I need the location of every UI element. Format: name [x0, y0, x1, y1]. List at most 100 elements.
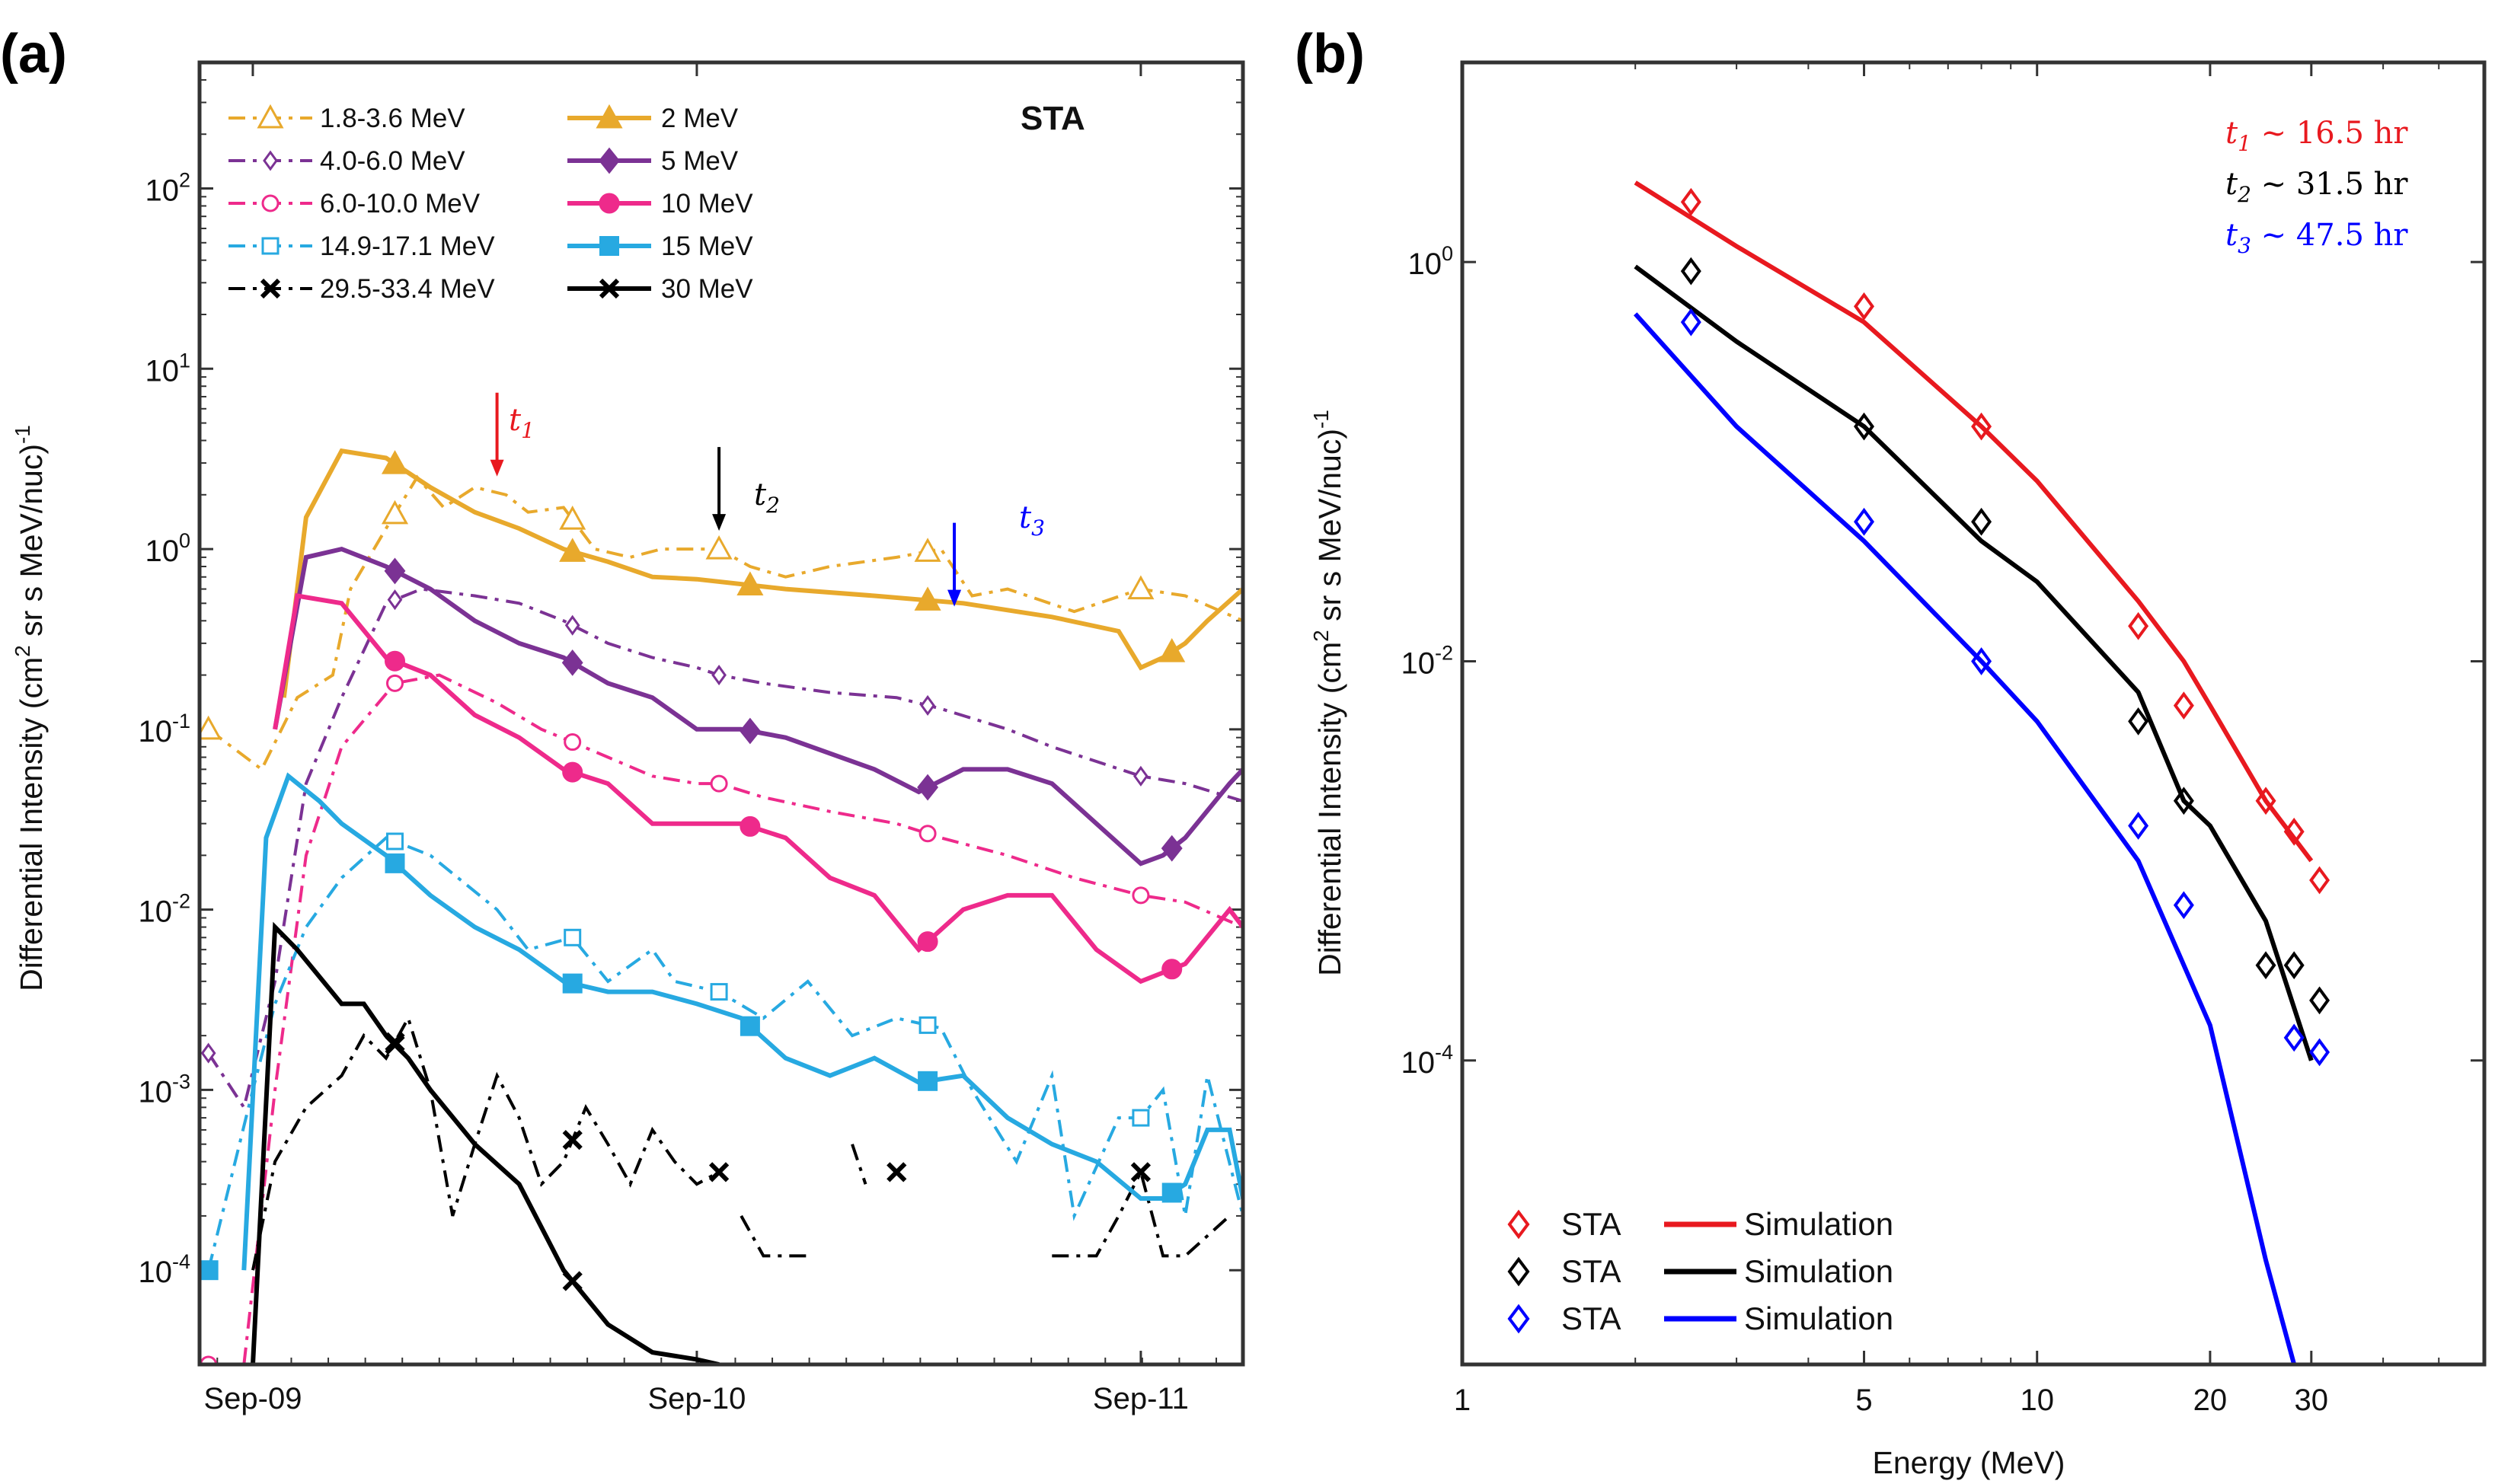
legend-marker-simulation	[599, 236, 619, 256]
simulation-line	[241, 772, 1243, 1271]
y-tick-label: 10-2	[138, 890, 190, 929]
observed-marker	[386, 832, 404, 851]
legend-label-simulation: 5 MeV	[661, 146, 739, 176]
x-tick-label: 30	[2295, 1383, 2329, 1417]
legend-marker-label: STA	[1561, 1253, 1621, 1289]
observed-marker	[386, 674, 404, 692]
panel-b-legend: STA Simulation STA Simulation STA Simula…	[1507, 1206, 1893, 1336]
legend-row-3: STA Simulation	[1507, 1300, 1893, 1336]
x-tick-label: 1	[1454, 1383, 1471, 1417]
legend-marker-red	[1507, 1209, 1530, 1240]
legend-marker-observed	[257, 104, 284, 129]
observed-marker	[1133, 765, 1148, 787]
simulation-marker	[381, 450, 409, 474]
simulation-line	[251, 921, 720, 1364]
legend-line-label: Simulation	[1744, 1300, 1893, 1336]
simulation-marker	[562, 973, 583, 994]
observed-line	[206, 836, 1243, 1271]
observation-marker	[2173, 891, 2194, 920]
simulation-marker	[384, 557, 406, 585]
panel-a-legend: 1.8-3.6 MeV 2 MeV 4.0-6.0 MeV 5 MeV 6.0-10.0…	[228, 104, 753, 304]
simulation-marker	[917, 774, 939, 801]
legend-marker-simulation	[599, 147, 620, 174]
legend-line-label: Simulation	[1744, 1253, 1893, 1289]
observation-marker	[2173, 691, 2194, 720]
legend-label-observed: 14.9-17.1 MeV	[320, 231, 495, 261]
observed-marker	[1130, 1162, 1152, 1182]
x-tick-label: 20	[2193, 1383, 2228, 1417]
observed-marker	[708, 1162, 730, 1182]
observation-marker	[2309, 986, 2330, 1015]
observed-marker	[564, 614, 580, 636]
panel-a-inset-label: STA	[1021, 100, 1085, 137]
y-tick-label: 10-4	[138, 1250, 190, 1289]
simulation-marker	[918, 1071, 938, 1091]
simulation-marker	[1161, 1182, 1182, 1203]
simulation-marker	[561, 649, 583, 676]
simulation-marker	[385, 650, 406, 672]
legend-marker-simulation	[599, 278, 620, 299]
time-label-t3: t3 ~ 47.5 hr	[2225, 218, 2408, 258]
simulation-marker	[1161, 959, 1183, 980]
legend-marker-simulation	[599, 193, 620, 214]
legend-marker-label: STA	[1561, 1300, 1621, 1336]
legend-marker-observed	[261, 194, 280, 212]
legend-marker-observed	[260, 278, 281, 299]
panel-a-plot: 10-4 10-3 10-2 10-1 100 101 102 Sep-09 Sep-10 Sep…	[138, 60, 1245, 1415]
observed-line	[1052, 1167, 1231, 1258]
y-tick-label: 10-1	[138, 710, 190, 748]
observed-marker	[562, 1129, 583, 1150]
observation-marker	[2283, 817, 2305, 846]
panel-b-frame	[1460, 60, 2487, 1367]
observation-marker	[2128, 707, 2149, 736]
y-tick-label: 102	[145, 169, 190, 208]
simulation-marker	[385, 1034, 405, 1055]
y-tick-label: 101	[145, 349, 190, 388]
legend-marker-black	[1507, 1256, 1530, 1287]
observation-marker	[2309, 1038, 2330, 1067]
panel-a-series	[200, 448, 1243, 1364]
annotation-arrowhead	[490, 459, 504, 477]
observation-marker	[2283, 951, 2305, 980]
panel-a-ylabel: Differential Intensity (cm2 sr s MeV/nuc…	[11, 425, 49, 991]
y-tick-label: 100	[1407, 242, 1453, 281]
observed-marker	[918, 1016, 937, 1034]
panel-b-ylabel: Differential Intensity (cm2 sr s MeV/nuc…	[1309, 410, 1347, 976]
panel-a-frame	[197, 60, 1245, 1367]
observed-marker	[200, 715, 222, 740]
observed-marker	[381, 499, 409, 525]
x-tick-label: Sep-09	[203, 1382, 302, 1415]
annotation-t2: t2	[754, 477, 780, 518]
observation-marker	[2128, 812, 2149, 840]
observed-marker	[200, 1042, 216, 1064]
legend-label-simulation: 2 MeV	[661, 104, 739, 133]
simulation-marker	[740, 1016, 760, 1036]
x-tick-label: 5	[1855, 1383, 1872, 1417]
observed-marker	[705, 535, 733, 560]
observed-marker	[711, 665, 727, 686]
observed-marker	[887, 1162, 907, 1182]
panel-b-plot: 10-4 10-2 100 1 5 10 20 30	[1401, 60, 2487, 1417]
observation-marker	[1680, 187, 1701, 216]
legend-label-observed: 1.8-3.6 MeV	[320, 104, 465, 133]
simulation-marker	[1161, 835, 1183, 862]
legend-label-observed: 4.0-6.0 MeV	[320, 146, 465, 176]
simulation-line	[1634, 264, 2314, 1061]
simulation-line	[1633, 312, 2297, 1364]
simulation-marker	[740, 815, 761, 837]
legend-label-simulation: 10 MeV	[661, 189, 753, 219]
observation-marker	[2255, 951, 2276, 980]
panel-b-xlabel: Energy (MeV)	[1873, 1445, 2065, 1480]
observation-marker	[1854, 292, 1875, 321]
legend-label-observed: 6.0-10.0 MeV	[320, 189, 481, 219]
observed-marker	[920, 694, 935, 716]
observed-line	[207, 587, 1243, 1112]
legend-label-simulation: 15 MeV	[661, 231, 753, 261]
simulation-marker	[917, 931, 938, 953]
observation-marker	[2255, 787, 2276, 815]
simulation-marker	[914, 586, 941, 611]
observation-marker	[1854, 412, 1875, 441]
legend-label-observed: 29.5-33.4 MeV	[320, 274, 495, 304]
legend-row-1: STA Simulation	[1507, 1206, 1893, 1242]
